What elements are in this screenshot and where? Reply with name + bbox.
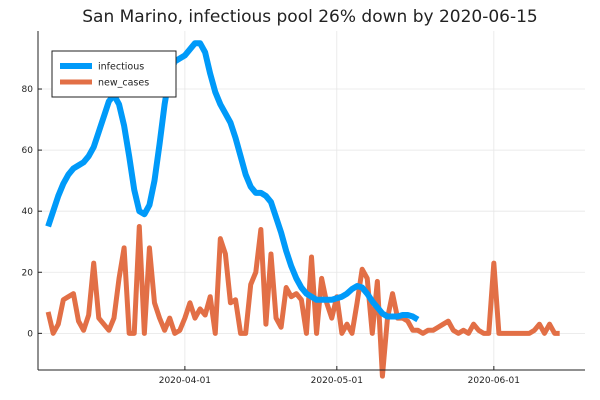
y-tick-label-3: 60 [22,146,34,156]
series-line-new-cases [45,223,560,379]
legend: infectious new_cases [51,50,177,98]
x-tick-label-0: 2020-04-01 [159,376,211,386]
ticks: 0 20 40 60 80 2020-04-01 2020-05-01 2020-06-01 [22,85,520,386]
legend-label-new-cases: new_cases [98,78,149,89]
legend-box [51,50,177,98]
x-tick-label-2: 2020-06-01 [468,376,520,386]
y-tick-label-2: 40 [22,207,34,217]
y-tick-label-0: 0 [27,329,33,339]
y-tick-label-4: 80 [22,85,34,95]
series-line-infectious [45,40,420,323]
y-tick-label-1: 20 [22,268,34,278]
legend-label-infectious: infectious [98,62,144,73]
x-tick-label-1: 2020-05-01 [311,376,363,386]
series-layer [45,40,560,379]
chart-title: San Marino, infectious pool 26% down by … [82,7,538,27]
